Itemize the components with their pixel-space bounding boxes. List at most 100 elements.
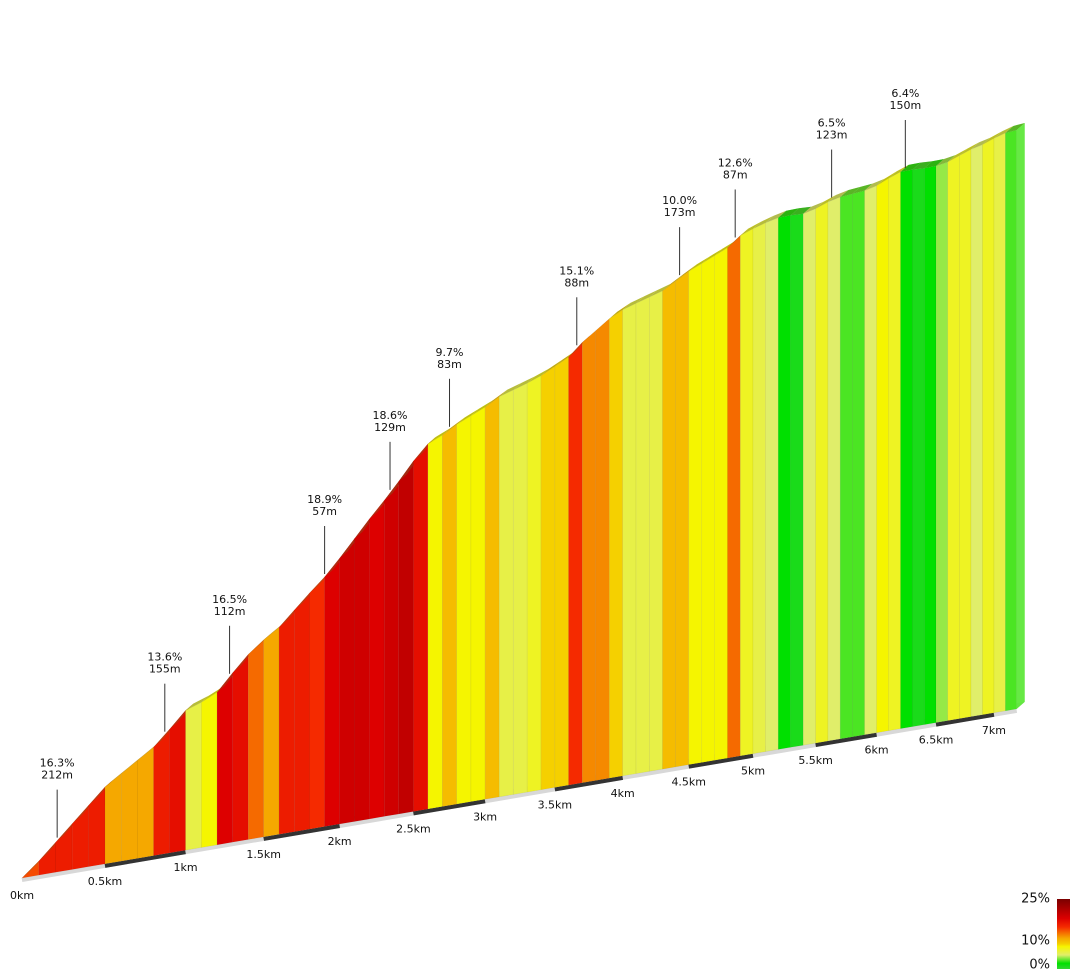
- gradient-segment: [777, 214, 792, 750]
- gradient-segment: [802, 208, 816, 746]
- annotation-length: 123m: [816, 129, 848, 142]
- ruler-segment: [815, 732, 877, 748]
- segment-top-face: [753, 215, 774, 229]
- gradient-segment: [55, 823, 73, 873]
- annotation-length: 150m: [889, 99, 921, 112]
- gradient-segment: [912, 167, 925, 727]
- segment-top: [982, 131, 1002, 145]
- segment-top-face: [527, 368, 550, 384]
- segment-top-face: [622, 296, 645, 310]
- gradient-segment: [714, 247, 728, 761]
- segment-top-shade: [765, 210, 787, 223]
- segment-top-shade: [541, 359, 563, 376]
- segment-top: [924, 158, 945, 169]
- segment-top-shade: [840, 186, 861, 198]
- segment-top-face: [582, 323, 604, 343]
- gradient-segment: [263, 626, 280, 838]
- segment-top-shade: [993, 125, 1014, 139]
- segment-top-shade: [636, 290, 658, 304]
- segment-top-face: [864, 178, 885, 191]
- gradient-segment: [982, 137, 995, 716]
- segment-top-face: [815, 195, 836, 209]
- segment-top-shade: [815, 195, 836, 209]
- colorbar: [1057, 899, 1070, 969]
- gradient-segment: [185, 701, 202, 851]
- segment-top-face: [912, 161, 933, 170]
- annotation-length: 88m: [564, 276, 589, 289]
- gradient-segment: [815, 201, 829, 744]
- gradient-segment: [398, 460, 414, 815]
- segment-top-face: [688, 256, 710, 272]
- x-tick-label: 4.5km: [671, 776, 706, 789]
- segment-top-face: [982, 131, 1002, 145]
- segment-top-face: [662, 274, 684, 291]
- segment-top: [803, 201, 824, 214]
- annotation-grade: 15.1%: [559, 264, 594, 277]
- segment-top-face: [554, 350, 577, 367]
- segment-top-face: [959, 142, 979, 156]
- segment-top-shade: [827, 190, 849, 203]
- segment-top: [1005, 123, 1025, 133]
- gradient-segment: [649, 290, 663, 772]
- segment-top: [688, 256, 710, 272]
- gradient-segment: [864, 185, 877, 736]
- end-face: [1016, 123, 1025, 709]
- segment-top: [852, 183, 873, 194]
- gradient-segment: [232, 653, 249, 843]
- gradient-segment: [839, 193, 853, 740]
- gradient-segment: [662, 280, 676, 770]
- segment-top: [714, 240, 736, 256]
- gradient-segment: [427, 434, 443, 810]
- segment-top-face: [636, 290, 658, 304]
- segment-top-face: [852, 183, 873, 194]
- segment-top-shade: [714, 240, 736, 256]
- gradient-segment: [959, 148, 972, 719]
- gradient-segment: [216, 672, 233, 846]
- segment-top: [840, 186, 861, 198]
- segment-top-shade: [803, 201, 824, 214]
- ruler-segment: [413, 799, 486, 816]
- segment-top-shade: [924, 158, 945, 169]
- gradient-segment: [688, 262, 703, 766]
- segment-top: [513, 376, 536, 390]
- annotation-grade: 12.6%: [718, 156, 753, 169]
- annotation-grade: 13.6%: [147, 651, 182, 664]
- segment-top-shade: [201, 685, 226, 703]
- segment-top-face: [485, 389, 508, 408]
- segment-top-face: [924, 158, 945, 169]
- gradient-segment: [201, 691, 218, 848]
- segment-top-face: [803, 201, 824, 214]
- gradient-segment: [852, 190, 865, 738]
- segment-top-face: [201, 685, 226, 703]
- segment-top: [541, 359, 563, 376]
- segment-top: [936, 155, 956, 166]
- annotation-length: 212m: [41, 769, 73, 782]
- gradient-segment: [790, 213, 804, 748]
- ruler-segment: [263, 824, 340, 841]
- annotation-grade: 6.5%: [818, 117, 846, 130]
- segment-top: [456, 408, 479, 425]
- segment-top-shade: [947, 148, 968, 163]
- segment-top-face: [456, 408, 479, 425]
- annotation-length: 87m: [723, 168, 748, 181]
- annotation-grade: 10.0%: [662, 194, 697, 207]
- segment-top: [595, 311, 618, 331]
- gradient-segment: [88, 786, 106, 868]
- segment-top: [427, 428, 451, 444]
- ruler-segment: [554, 775, 624, 792]
- gradient-segment: [324, 557, 340, 827]
- gradient-segment: [765, 217, 779, 752]
- gradient-segment: [413, 443, 429, 812]
- segment-top-shade: [912, 161, 933, 170]
- segment-top: [815, 195, 836, 209]
- segment-top: [753, 215, 774, 229]
- gradient-segment: [1005, 129, 1018, 712]
- segment-top-face: [701, 248, 723, 264]
- gradient-segment: [339, 537, 355, 825]
- gradient-segment: [947, 155, 960, 721]
- ruler-segment: [935, 712, 995, 727]
- annotation-length: 83m: [437, 358, 462, 371]
- segment-top-shade: [864, 178, 885, 191]
- segment-top: [864, 178, 885, 191]
